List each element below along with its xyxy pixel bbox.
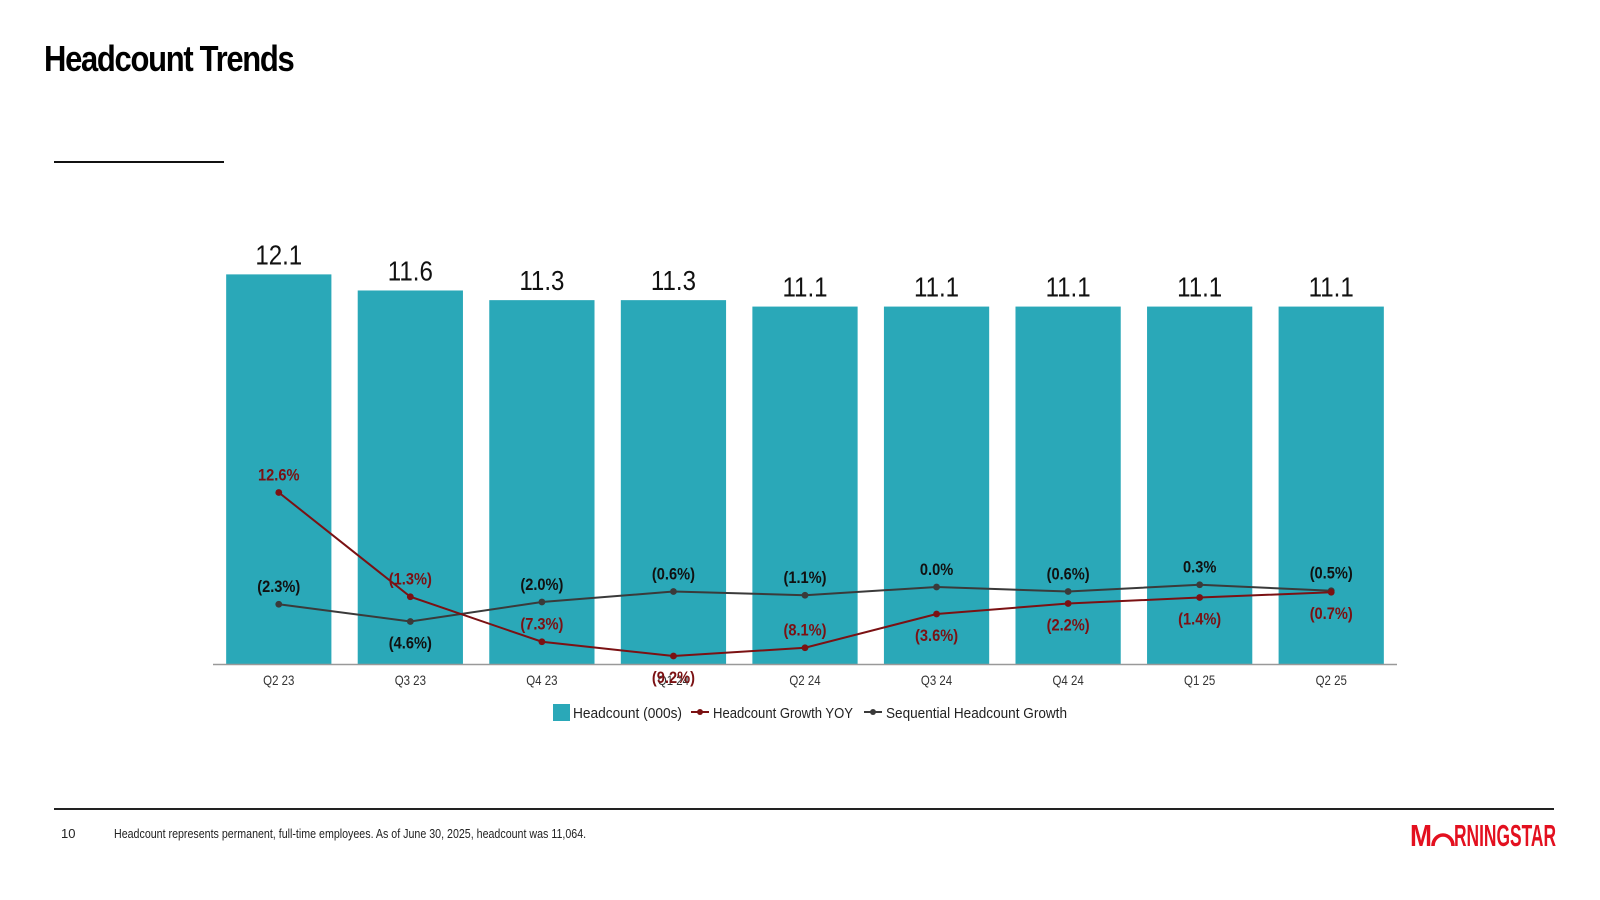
yoy-growth-point <box>1196 594 1204 601</box>
legend-label-yoy: Headcount Growth YOY <box>713 705 853 722</box>
sequential-growth-data-label: 0.0% <box>920 561 953 579</box>
sequential-growth-point <box>275 600 283 608</box>
footer-divider <box>54 808 1554 810</box>
headcount-bar <box>1015 306 1121 664</box>
yoy-growth-point <box>1327 588 1335 596</box>
headcount-combo-chart: 12.1 11.6 11.3 11.3 11.1 11.1 11.1 11.1 11.1 Q2 2… <box>213 239 1397 722</box>
legend-swatch-headcount <box>553 704 570 721</box>
title-underline <box>54 161 224 163</box>
bar-value-label: 11.1 <box>1177 271 1222 303</box>
headcount-bar <box>883 306 990 664</box>
sequential-growth-data-label: (2.3%) <box>257 578 300 596</box>
sequential-growth-point <box>406 618 414 625</box>
headcount-bar <box>620 300 727 664</box>
x-tick-label: Q2 24 <box>789 672 820 688</box>
bar-value-label: 11.3 <box>651 264 696 296</box>
x-tick-label: Q3 24 <box>921 672 952 688</box>
x-tick-label: Q1 25 <box>1184 672 1215 688</box>
yoy-growth-data-label: (1.3%) <box>389 571 432 589</box>
yoy-growth-data-label: (2.2%) <box>1047 617 1090 635</box>
bar-value-label: 11.1 <box>914 271 959 303</box>
x-tick-label: Q4 24 <box>1052 672 1083 688</box>
logo-arc <box>1431 833 1455 847</box>
yoy-growth-point <box>275 489 283 496</box>
headcount-bar <box>752 306 858 664</box>
yoy-growth-data-label: (3.6%) <box>915 627 958 645</box>
sequential-growth-data-label: (0.5%) <box>1310 565 1353 583</box>
bar-value-label: 12.1 <box>255 239 302 271</box>
logo-letters: RNINGSTAR <box>1454 818 1556 850</box>
headcount-bar <box>226 274 332 664</box>
yoy-growth-data-label: (0.7%) <box>1310 605 1353 623</box>
legend-label-sequential: Sequential Headcount Growth <box>886 705 1067 722</box>
bar-value-label: 11.6 <box>388 255 433 287</box>
logo-letter-m: M <box>1410 818 1432 850</box>
sequential-growth-point <box>933 583 940 591</box>
sequential-growth-data-label: 0.3% <box>1183 559 1216 577</box>
x-tick-label: Q2 23 <box>263 672 294 688</box>
morningstar-logo: M RNINGSTAR <box>1410 818 1556 850</box>
headcount-bar <box>1147 306 1253 664</box>
bar-value-label: 11.1 <box>782 271 827 303</box>
yoy-growth-point <box>670 652 677 660</box>
sequential-growth-data-label: (2.0%) <box>520 576 563 594</box>
yoy-growth-data-label: (8.1%) <box>783 622 826 640</box>
yoy-growth-point <box>801 644 809 652</box>
sequential-growth-data-label: (0.6%) <box>652 566 695 584</box>
bar-value-label: 11.1 <box>1309 271 1354 303</box>
x-tick-label: Q2 25 <box>1316 672 1347 688</box>
page-title: Headcount Trends <box>44 38 295 79</box>
x-tick-label: Q3 23 <box>395 672 426 688</box>
sequential-growth-point <box>538 598 546 606</box>
sequential-growth-data-label: (1.1%) <box>783 569 826 587</box>
x-tick-label: Q4 23 <box>526 672 557 688</box>
headcount-bar <box>489 300 595 664</box>
sequential-growth-data-label: (4.6%) <box>389 635 432 653</box>
legend-swatch-yoy-marker <box>697 709 703 715</box>
sequential-growth-point <box>1064 588 1072 595</box>
sequential-growth-point <box>1196 581 1204 589</box>
x-tick-label: Q1 24 <box>658 672 689 688</box>
footnote: Headcount represents permanent, full-tim… <box>114 826 587 841</box>
yoy-growth-data-label: (7.3%) <box>520 616 563 634</box>
page-number: 10 <box>61 826 76 841</box>
legend-label-headcount: Headcount (000s) <box>573 705 682 722</box>
yoy-growth-point <box>933 610 940 618</box>
bar-value-label: 11.1 <box>1046 271 1091 303</box>
yoy-growth-point <box>1064 600 1072 607</box>
yoy-growth-point <box>538 638 546 646</box>
sequential-growth-point <box>801 591 809 599</box>
sequential-growth-point <box>670 588 677 595</box>
yoy-growth-data-label: (9.2%) <box>652 669 695 687</box>
yoy-growth-data-label: 12.6% <box>258 467 299 485</box>
bar-value-label: 11.3 <box>519 264 564 296</box>
sequential-growth-data-label: (0.6%) <box>1047 566 1090 584</box>
headcount-bar <box>357 290 463 664</box>
headcount-bar <box>1278 306 1384 664</box>
legend-swatch-sequential-marker <box>870 709 876 715</box>
yoy-growth-point <box>406 593 414 601</box>
yoy-growth-data-label: (1.4%) <box>1178 611 1221 629</box>
